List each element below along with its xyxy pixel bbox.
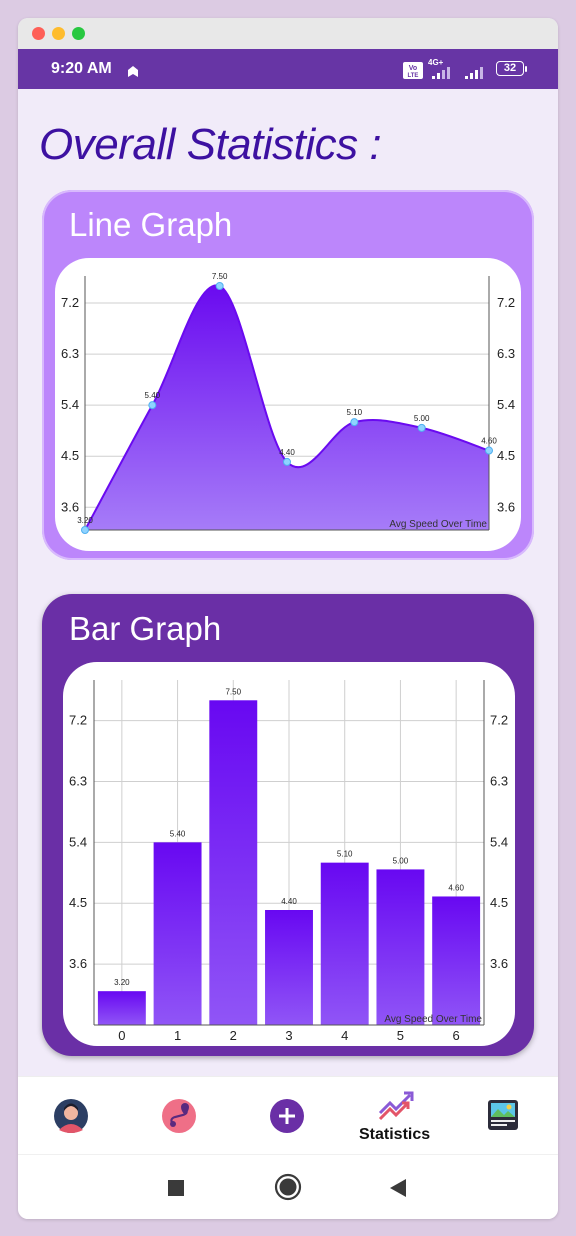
nav-statistics-label: Statistics	[359, 1126, 431, 1143]
data-label: 5.10	[347, 408, 363, 417]
line-chart: 3.6 3.6 4.5 4.5 5.4 5.4 6.3 6.3 7.2 7.2 3.20 5.40 7.…	[61, 272, 515, 534]
data-point	[485, 446, 493, 455]
y-tick-left: 5.4	[69, 834, 87, 849]
statistics-icon	[378, 1091, 414, 1121]
signal-strength-icon	[432, 67, 450, 79]
chart-legend: Avg Speed Over Time	[384, 1014, 482, 1025]
y-tick-right: 3.6	[490, 956, 508, 971]
data-label: 5.40	[170, 829, 186, 838]
nav-gallery[interactable]	[468, 1077, 540, 1155]
y-tick-left: 4.5	[61, 448, 79, 463]
data-label: 5.40	[145, 391, 161, 400]
bottom-navigation: Statistics	[18, 1076, 558, 1155]
x-tick: 4	[341, 1028, 348, 1043]
home-circle-icon[interactable]	[274, 1173, 302, 1201]
x-tick: 2	[230, 1028, 237, 1043]
battery-icon: 32	[496, 61, 524, 76]
svg-text:LTE: LTE	[408, 73, 419, 79]
y-tick-right: 5.4	[490, 834, 508, 849]
minimize-window-button[interactable]	[52, 27, 65, 40]
bar	[432, 896, 481, 1025]
nav-profile[interactable]	[36, 1077, 108, 1155]
nav-statistics[interactable]: Statistics	[348, 1077, 448, 1155]
data-label: 7.50	[212, 272, 228, 281]
bar	[97, 991, 146, 1025]
data-label: 3.20	[114, 978, 130, 987]
bar	[376, 869, 425, 1025]
y-tick-left: 4.5	[69, 895, 87, 910]
x-tick: 3	[285, 1028, 292, 1043]
data-label: 4.60	[448, 883, 464, 892]
page-title: Overall Statistics :	[39, 120, 382, 169]
bar	[265, 910, 313, 1025]
svg-text:Vo: Vo	[409, 65, 417, 72]
line-graph-card: Line Graph 3.6 3.6 4.5 4.5 5.4 5.4 6.3 6.3 7.2 7.…	[42, 190, 534, 560]
bar-chart-container: 3.6 3.6 4.5 4.5 5.4 5.4 6.3 6.3 7.2 7.2 3.20 0 5.40 1…	[63, 662, 515, 1046]
profile-avatar-icon	[54, 1099, 88, 1133]
bar-graph-title: Bar Graph	[69, 610, 222, 647]
data-label: 7.50	[225, 687, 241, 696]
data-label: 4.40	[281, 897, 297, 906]
line-chart-container: 3.6 3.6 4.5 4.5 5.4 5.4 6.3 6.3 7.2 7.2 3.20 5.40 7.…	[55, 258, 521, 551]
data-point	[417, 423, 426, 432]
gallery-card-icon	[488, 1100, 518, 1130]
y-tick-right: 4.5	[490, 895, 508, 910]
bar	[153, 842, 202, 1025]
data-point	[215, 282, 224, 290]
add-icon	[270, 1099, 304, 1133]
line-graph-title: Line Graph	[69, 206, 233, 243]
y-tick-left: 6.3	[61, 346, 79, 361]
volte-icon: Vo LTE	[403, 62, 423, 79]
network-type: 4G+	[428, 58, 444, 67]
bar	[320, 862, 369, 1025]
bar-graph-card: Bar Graph 3.6 3.6 4.5 4.5 5.4 5.4 6.3 6.3 7.2 7.2…	[42, 594, 534, 1056]
y-tick-left: 3.6	[61, 499, 79, 514]
app-window: 9:20 AM Vo LTE 4G+ 32 Overall Statistics…	[18, 18, 558, 1219]
route-map-icon	[162, 1099, 196, 1133]
y-tick-left: 5.4	[61, 397, 79, 412]
x-tick: 0	[118, 1028, 125, 1043]
y-tick-left: 3.6	[69, 956, 87, 971]
y-tick-left: 6.3	[69, 773, 87, 788]
chart-legend: Avg Speed Over Time	[389, 519, 487, 530]
bar-chart: 3.6 3.6 4.5 4.5 5.4 5.4 6.3 6.3 7.2 7.2 3.20 0 5.40 1…	[69, 680, 508, 1043]
y-tick-right: 6.3	[490, 773, 508, 788]
y-tick-right: 5.4	[497, 397, 515, 412]
data-point	[81, 526, 89, 534]
data-point	[148, 401, 157, 410]
status-time: 9:20 AM	[51, 60, 112, 77]
recents-square-icon[interactable]	[167, 1179, 185, 1197]
data-label: 3.20	[77, 516, 93, 525]
y-tick-right: 6.3	[497, 346, 515, 361]
notification-bookmark-icon	[128, 66, 138, 77]
nav-add[interactable]	[252, 1077, 324, 1155]
data-label: 4.40	[279, 448, 295, 457]
x-tick: 5	[397, 1028, 404, 1043]
back-triangle-icon[interactable]	[388, 1178, 408, 1198]
data-point	[283, 457, 291, 466]
data-label: 5.10	[337, 850, 353, 859]
battery-tip	[525, 66, 527, 72]
window-titlebar	[18, 18, 558, 49]
y-tick-right: 3.6	[497, 499, 515, 514]
y-tick-right: 7.2	[490, 713, 508, 728]
x-tick: 1	[174, 1028, 181, 1043]
y-tick-left: 7.2	[69, 713, 87, 728]
status-bar: 9:20 AM Vo LTE 4G+ 32	[18, 49, 558, 89]
bar	[209, 700, 258, 1025]
y-tick-right: 7.2	[497, 295, 515, 310]
data-label: 4.60	[481, 437, 497, 446]
nav-routes[interactable]	[144, 1077, 216, 1155]
y-tick-right: 4.5	[497, 448, 515, 463]
system-navigation-bar	[18, 1154, 558, 1219]
data-label: 5.00	[393, 856, 409, 865]
y-tick-left: 7.2	[61, 295, 79, 310]
signal-strength-2-icon	[465, 67, 483, 79]
area-fill	[85, 285, 489, 530]
data-point	[350, 418, 359, 427]
x-tick: 6	[453, 1028, 460, 1043]
close-window-button[interactable]	[32, 27, 45, 40]
data-label: 5.00	[414, 414, 430, 423]
maximize-window-button[interactable]	[72, 27, 85, 40]
